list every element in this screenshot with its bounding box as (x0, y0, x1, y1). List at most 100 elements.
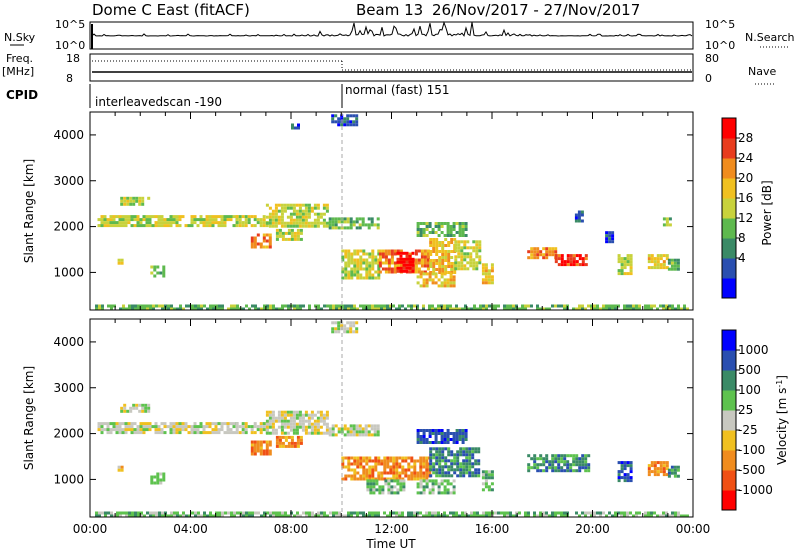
velocity-cell (551, 511, 554, 515)
velocity-cell (245, 514, 248, 518)
power-cell (230, 307, 233, 311)
velocity-cell (98, 514, 101, 518)
power-cell (414, 261, 418, 265)
power-cell (253, 218, 257, 222)
velocity-cell (623, 461, 627, 465)
power-cell (617, 304, 620, 308)
power-cell (446, 222, 450, 225)
power-cell (620, 269, 624, 273)
power-cell (653, 304, 656, 308)
velocity-cell (395, 456, 399, 460)
power-cell (399, 251, 403, 255)
power-cell (287, 307, 290, 311)
velocity-cell (488, 514, 491, 518)
velocity-cell (626, 476, 630, 480)
power-cell (310, 224, 314, 228)
power-cell (647, 260, 651, 264)
velocity-cell (322, 422, 326, 426)
velocity-cell (289, 425, 293, 429)
velocity-cell (208, 422, 212, 426)
velocity-cell (446, 429, 450, 432)
velocity-cell (438, 468, 442, 472)
velocity-cell (129, 406, 133, 410)
velocity-cell (617, 479, 621, 483)
velocity-cell (465, 471, 469, 475)
power-cell (432, 250, 436, 253)
velocity-cell (119, 511, 122, 515)
power-cell (443, 281, 447, 285)
power-cell (673, 261, 677, 265)
power-cell (296, 304, 299, 308)
power-cell (408, 266, 412, 270)
power-cell (340, 117, 344, 121)
power-cell (250, 239, 254, 243)
velocity-cell (280, 413, 284, 417)
velocity-cell (377, 511, 380, 515)
velocity-cell (673, 465, 677, 469)
velocity-cell (197, 514, 200, 518)
velocity-cell (539, 511, 542, 515)
power-cell (358, 226, 362, 230)
velocity-cell (435, 462, 439, 466)
power-cell (97, 224, 101, 228)
velocity-cell (197, 511, 200, 515)
velocity-cell (215, 514, 218, 518)
power-cell (353, 304, 356, 308)
velocity-cell (161, 511, 164, 515)
power-cell (458, 231, 462, 234)
velocity-cell (259, 440, 263, 444)
power-cell (466, 252, 470, 256)
velocity-cell (450, 453, 454, 457)
power-cell (172, 218, 176, 222)
velocity-cell (260, 514, 263, 518)
power-cell (481, 263, 485, 267)
power-cell (481, 272, 485, 276)
velocity-cell (107, 511, 110, 515)
velocity-cell (401, 477, 405, 481)
velocity-cell (461, 438, 465, 441)
power-cell (464, 222, 468, 225)
power-cell (371, 307, 374, 311)
velocity-cell (465, 447, 469, 451)
power-cell (596, 304, 599, 308)
velocity-cell (527, 511, 530, 515)
velocity-cell (554, 454, 558, 458)
power-cell (131, 304, 134, 308)
power-cell (118, 218, 122, 222)
power-cell (554, 254, 558, 258)
velocity-cell (359, 511, 362, 515)
velocity-cell (560, 514, 563, 518)
velocity-cell (141, 403, 145, 407)
power-cell (136, 224, 140, 228)
power-cell (434, 231, 438, 234)
power-cell (167, 307, 170, 311)
power-cell (353, 273, 357, 277)
power-cell (446, 304, 449, 308)
nsearch-label: N.Search (745, 31, 795, 44)
velocity-cell (220, 425, 224, 429)
power-cell (376, 226, 380, 230)
power-cell (487, 281, 491, 285)
power-cell (292, 224, 296, 228)
power-cell (353, 267, 357, 271)
power-cell (387, 270, 391, 274)
velocity-cell (349, 424, 353, 428)
velocity-cell (477, 462, 481, 466)
velocity-cell (227, 511, 230, 515)
velocity-cell (503, 514, 506, 518)
power-cell (443, 278, 447, 282)
power-cell (620, 266, 624, 270)
power-cell (140, 307, 143, 311)
velocity-cell (462, 465, 466, 469)
velocity-cell (578, 457, 582, 461)
velocity-cell (456, 456, 460, 460)
velocity-cell (366, 482, 370, 486)
power-cell (149, 304, 152, 308)
power-cell (680, 307, 683, 311)
nsky-trace (91, 20, 693, 49)
velocity-cell (438, 459, 442, 463)
velocity-cell (286, 422, 290, 426)
power-cell (454, 264, 458, 268)
velocity-cell (275, 441, 279, 445)
power-cell (577, 219, 581, 223)
